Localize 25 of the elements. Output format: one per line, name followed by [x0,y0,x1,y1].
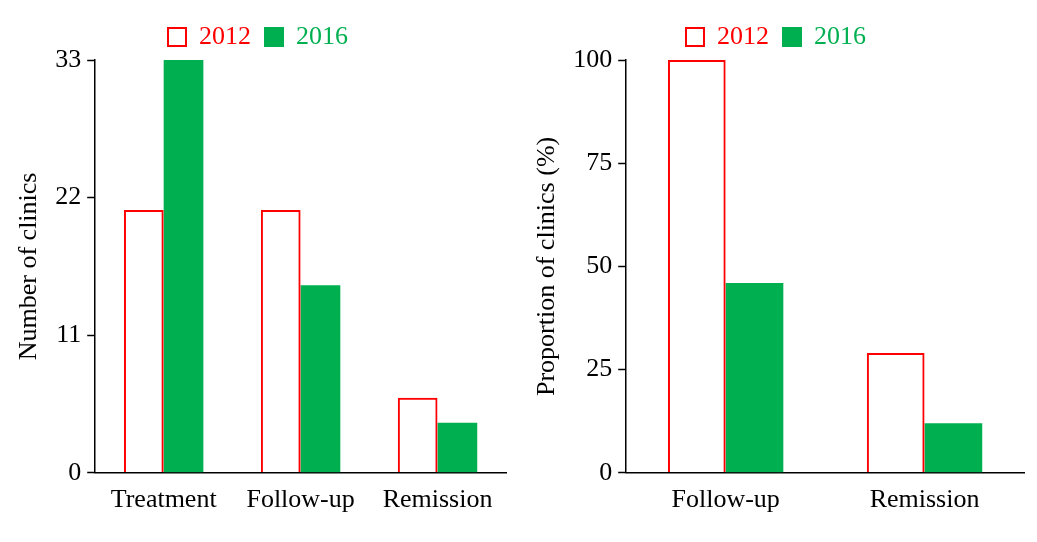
legend-label: 2012 [199,20,251,50]
y-tick-label: 0 [68,456,82,486]
y-tick-label: 25 [586,353,613,383]
bar [924,423,983,473]
x-tick-label: Remission [382,484,493,514]
x-tick-label: Follow-up [246,484,355,514]
y-tick-label: 11 [56,319,82,349]
legend-label: 2016 [814,20,866,50]
y-tick-label: 50 [586,250,613,280]
y-tick-label: 100 [573,43,613,73]
legend-label: 2016 [296,20,348,50]
bar [163,60,204,473]
bar [725,282,784,473]
y-tick-label: 0 [599,456,613,486]
y-axis-title: Number of clinics [13,172,43,361]
y-axis-title: Proportion of clinics (%) [531,136,561,397]
y-tick-label: 33 [55,43,82,73]
bar [437,422,478,473]
y-tick-label: 22 [55,181,82,211]
legend-label: 2012 [717,20,769,50]
x-tick-label: Follow-up [671,484,780,514]
bar [300,285,341,473]
x-tick-label: Remission [869,484,980,514]
x-tick-label: Treatment [110,484,218,514]
y-tick-label: 75 [586,147,613,177]
